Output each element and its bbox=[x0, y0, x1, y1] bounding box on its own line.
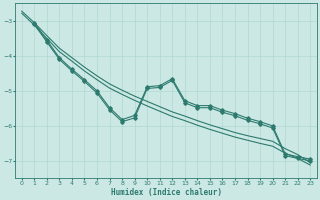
X-axis label: Humidex (Indice chaleur): Humidex (Indice chaleur) bbox=[110, 188, 221, 197]
